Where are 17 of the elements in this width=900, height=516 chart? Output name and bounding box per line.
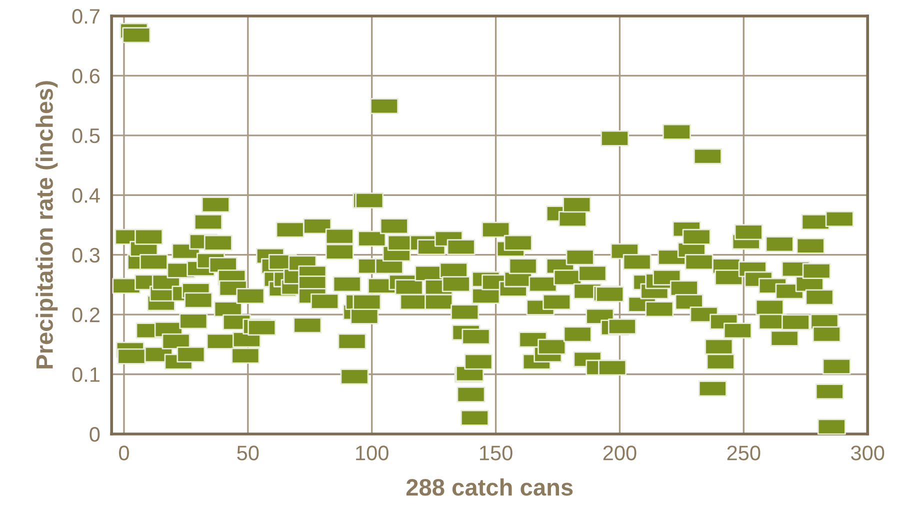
x-tick-label: 100 [356, 446, 388, 460]
x-axis-title: 288 catch cans [406, 478, 573, 496]
y-tick-label: 0.2 [72, 308, 100, 322]
y-tick-label: 0.5 [72, 128, 100, 144]
y-tick-label: 0.6 [72, 68, 100, 84]
x-tick-label: 50 [237, 446, 259, 460]
x-tick-label: 250 [727, 446, 760, 460]
y-tick-label: 0.4 [72, 188, 100, 203]
x-tick-label: 0 [119, 446, 129, 460]
x-tick-label: 300 [851, 446, 884, 460]
y-tick-label: 0 [90, 426, 100, 442]
x-tick-label: 200 [603, 446, 636, 460]
y-axis-title: Precipitation rate (inches) [36, 81, 58, 368]
y-tick-label: 0.1 [72, 367, 100, 382]
x-tick-label: 150 [480, 446, 512, 460]
y-tick-label: 0.3 [72, 248, 100, 263]
y-tick-label: 0.7 [72, 8, 100, 24]
